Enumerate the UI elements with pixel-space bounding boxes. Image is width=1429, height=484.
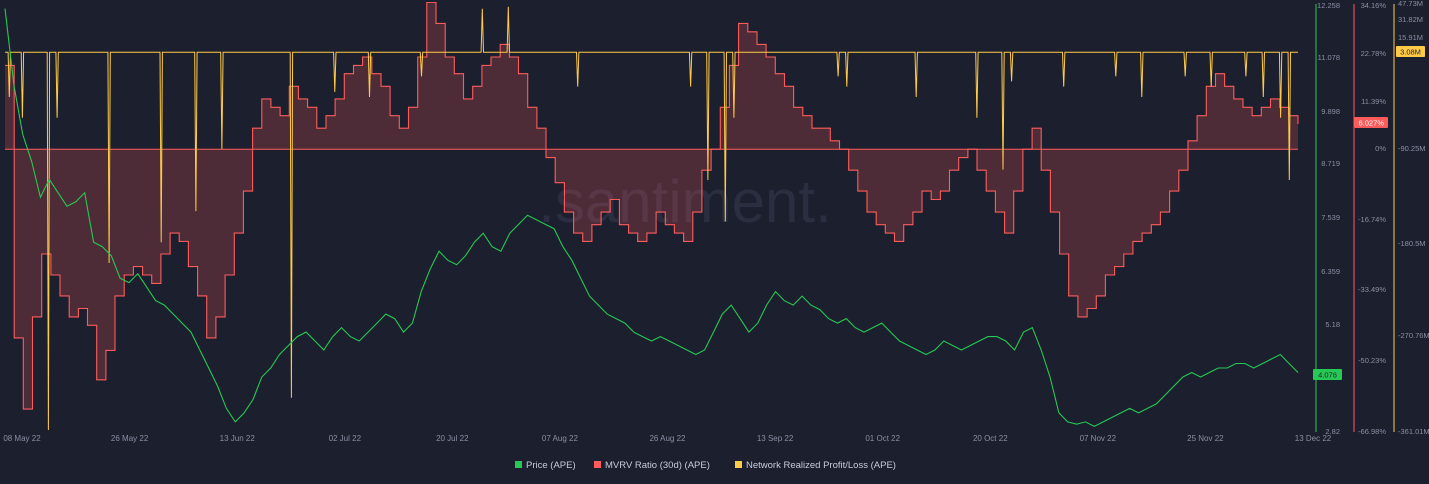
x-tick-label: 26 May 22 xyxy=(111,434,149,443)
mvrv-tick-label: 11.39% xyxy=(1361,97,1386,106)
price-legend-label[interactable]: Price (APE) xyxy=(526,460,576,471)
nrpl-current-value: 3.08M xyxy=(1400,48,1421,57)
mvrv-line xyxy=(5,1,1299,410)
x-tick-label: 20 Jul 22 xyxy=(436,434,469,443)
price-tick-label: 6.359 xyxy=(1321,267,1340,276)
legend[interactable]: Price (APE) MVRV Ratio (30d) (APE) Network… xyxy=(515,460,896,471)
mvrv-tick-label: 34.16% xyxy=(1361,1,1387,10)
mvrv-tick-label: -33.49% xyxy=(1358,285,1386,294)
price-tick-label: 7.539 xyxy=(1321,213,1340,222)
mvrv-current-value: 6.027% xyxy=(1358,119,1384,128)
nrpl-tick-label: -180.5M xyxy=(1398,239,1426,248)
price-tick-label: 12.258 xyxy=(1317,1,1340,10)
price-series xyxy=(4,8,1299,428)
x-tick-label: 13 Sep 22 xyxy=(757,434,794,443)
nrpl-legend-label[interactable]: Network Realized Profit/Loss (APE) xyxy=(746,460,896,471)
nrpl-tick-label: 47.73M xyxy=(1398,0,1423,8)
x-tick-label: 02 Jul 22 xyxy=(329,434,362,443)
x-tick-label: 13 Dec 22 xyxy=(1295,434,1332,443)
nrpl-line xyxy=(5,6,1298,431)
nrpl-tick-label: -361.01M xyxy=(1398,427,1429,436)
mvrv-area xyxy=(5,2,1298,410)
x-tick-label: 07 Aug 22 xyxy=(542,434,579,443)
mvrv-tick-label: -66.98% xyxy=(1358,427,1386,436)
x-tick-label: 07 Nov 22 xyxy=(1080,434,1117,443)
mvrv-tick-label: -16.74% xyxy=(1358,215,1386,224)
price-tick-label: 8.719 xyxy=(1321,159,1340,168)
price-tick-label: 11.078 xyxy=(1318,53,1340,62)
price-tick-label: 5.18 xyxy=(1325,320,1340,329)
price-current-value-badge xyxy=(1313,369,1342,380)
price-current-value: 4.076 xyxy=(1318,371,1337,380)
x-tick-label: 20 Oct 22 xyxy=(973,434,1008,443)
nrpl-tick-label: 15.91M xyxy=(1398,33,1423,42)
price-line xyxy=(4,8,1299,428)
mvrv-legend-swatch[interactable] xyxy=(594,461,601,468)
x-tick-label: 13 Jun 22 xyxy=(220,434,256,443)
mvrv-tick-label: -50.23% xyxy=(1358,356,1386,365)
mvrv-current-value-badge xyxy=(1354,117,1388,128)
nrpl-tick-label: -90.25M xyxy=(1398,144,1426,153)
mvrv-legend-label[interactable]: MVRV Ratio (30d) (APE) xyxy=(605,460,710,471)
y-axes: 12.258 11.078 9.898 8.719 7.539 6.359 5.18 2.82… xyxy=(1313,0,1429,436)
nrpl-legend-swatch[interactable] xyxy=(735,461,742,468)
x-tick-label: 25 Nov 22 xyxy=(1187,434,1224,443)
price-legend-swatch[interactable] xyxy=(515,461,522,468)
nrpl-tick-label: -270.76M xyxy=(1398,331,1429,340)
nrpl-series xyxy=(5,6,1298,431)
x-tick-label: 26 Aug 22 xyxy=(649,434,686,443)
mvrv-series xyxy=(5,1,1299,410)
mvrv-tick-label: 22.78% xyxy=(1361,49,1387,58)
mvrv-tick-label: 0% xyxy=(1375,144,1386,153)
x-tick-label: 08 May 22 xyxy=(3,434,41,443)
x-axis-labels: 08 May 22 26 May 22 13 Jun 22 02 Jul 22 20 J… xyxy=(3,434,1331,443)
price-tick-label: 9.898 xyxy=(1321,107,1340,116)
price-tick-label: 2.82 xyxy=(1325,427,1340,436)
watermark: .santiment. xyxy=(538,168,831,235)
x-tick-label: 01 Oct 22 xyxy=(865,434,900,443)
nrpl-tick-label: 31.82M xyxy=(1398,15,1423,24)
nrpl-current-value-badge xyxy=(1396,46,1425,57)
